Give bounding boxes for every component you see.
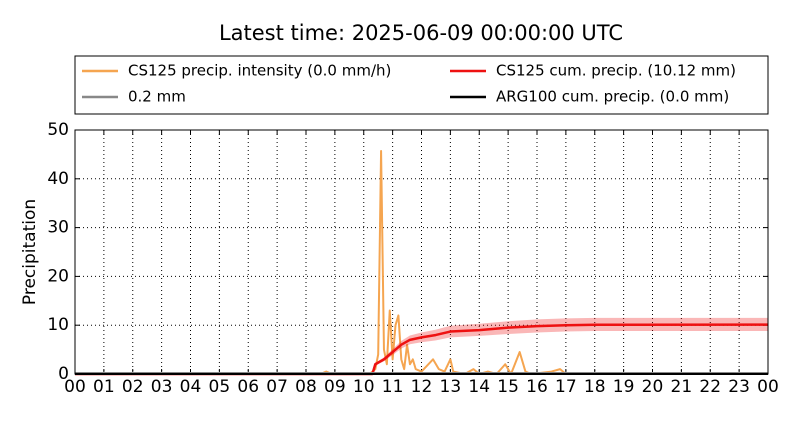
legend-label: CS125 cum. precip. (10.12 mm) <box>496 62 736 80</box>
x-tick-label: 06 <box>237 377 259 397</box>
x-tick-label: 00 <box>757 377 779 397</box>
series-line <box>75 323 769 376</box>
x-tick-label: 05 <box>209 377 231 397</box>
y-tick-label: 50 <box>47 120 69 140</box>
x-tick-label: 11 <box>382 377 404 397</box>
y-tick-label: 10 <box>47 315 69 335</box>
x-tick-label: 07 <box>266 377 288 397</box>
y-tick-label: 20 <box>47 266 69 286</box>
x-tick-label: 08 <box>295 377 317 397</box>
x-tick-label: 19 <box>613 377 635 397</box>
x-tick-label: 03 <box>151 377 173 397</box>
x-tick-label: 04 <box>180 377 202 397</box>
y-tick-label: 40 <box>47 169 69 189</box>
x-tick-label: 09 <box>324 377 346 397</box>
x-tick-label: 00 <box>64 377 86 397</box>
y-tick-label: 0 <box>58 364 69 384</box>
x-tick-label: 20 <box>642 377 664 397</box>
x-tick-label: 10 <box>353 377 375 397</box>
x-tick-label: 16 <box>526 377 548 397</box>
legend-label: ARG100 cum. precip. (0.0 mm) <box>496 88 729 106</box>
x-tick-label: 18 <box>584 377 606 397</box>
y-axis-label: Precipitation <box>20 199 40 305</box>
x-tick-label: 13 <box>440 377 462 397</box>
x-tick-label: 22 <box>699 377 721 397</box>
x-tick-label: 14 <box>468 377 490 397</box>
plot-frame <box>74 129 769 375</box>
x-tick-label: 17 <box>555 377 577 397</box>
x-tick-label: 01 <box>93 377 115 397</box>
legend-label: CS125 precip. intensity (0.0 mm/h) <box>128 62 391 80</box>
x-tick-label: 15 <box>497 377 519 397</box>
series-line <box>75 149 768 375</box>
x-tick-label: 02 <box>122 377 144 397</box>
chart-title: Latest time: 2025-06-09 00:00:00 UTC <box>219 21 623 45</box>
legend-label: 0.2 mm <box>128 88 186 106</box>
x-tick-label: 21 <box>671 377 693 397</box>
x-tick-label: 23 <box>728 377 750 397</box>
x-tick-label: 12 <box>411 377 433 397</box>
legend <box>74 55 769 115</box>
y-tick-label: 30 <box>47 218 69 238</box>
